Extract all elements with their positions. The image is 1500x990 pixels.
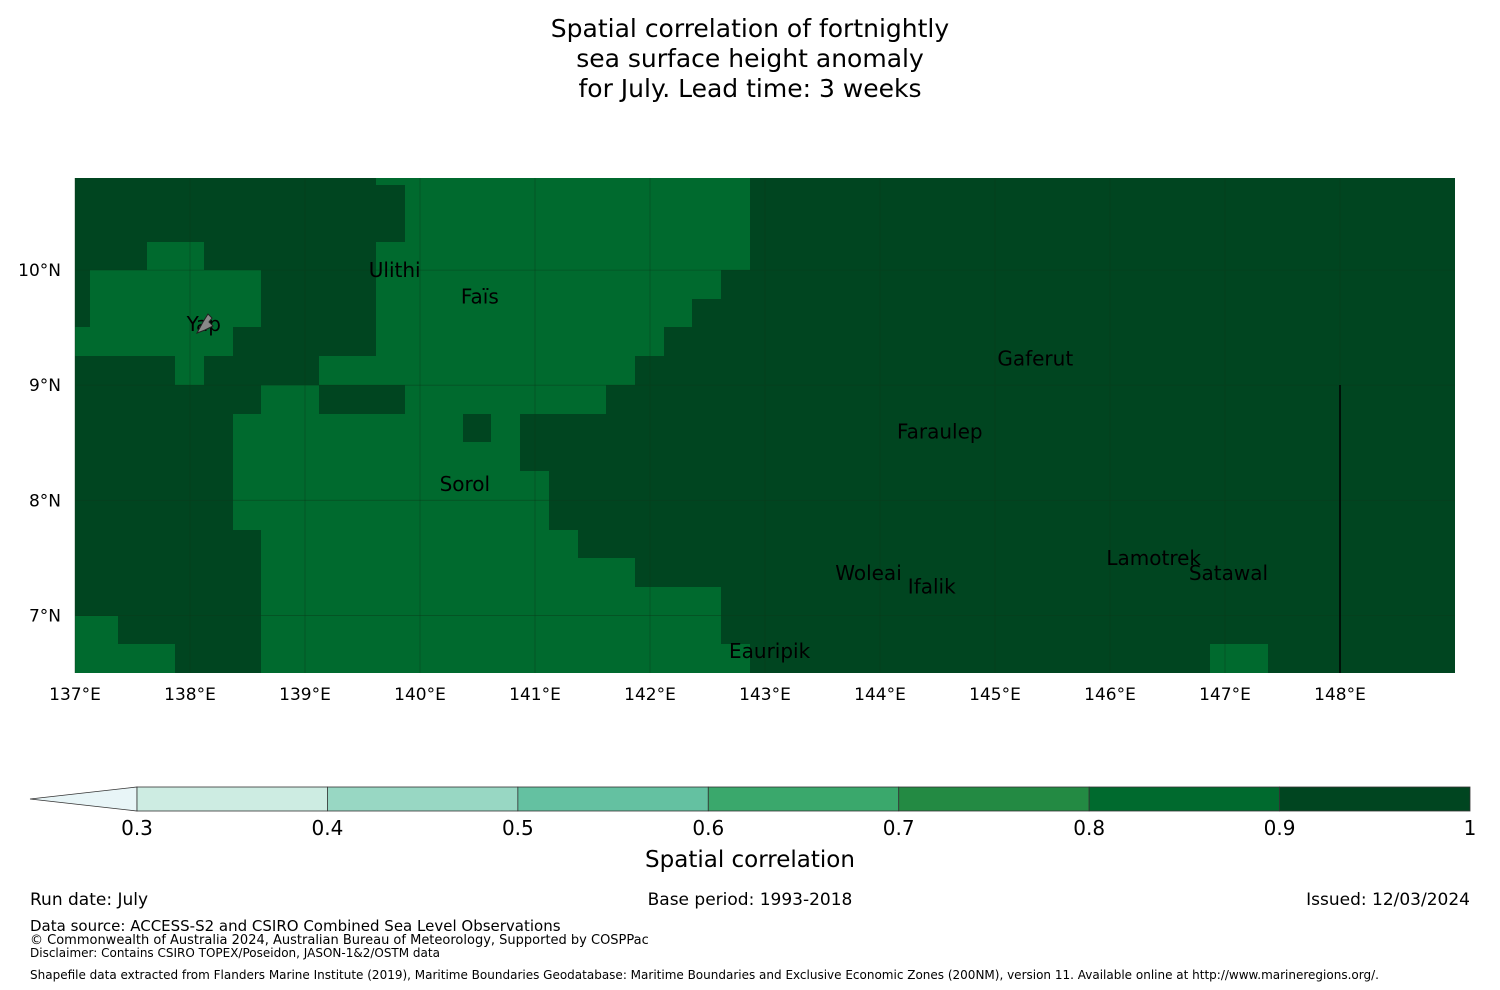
x-tick-label: 146°E bbox=[1084, 685, 1136, 705]
island-label-eauripik: Eauripik bbox=[729, 639, 811, 663]
correlation-cells bbox=[75, 178, 1268, 673]
island-labels: YapUlithiFaïsGaferutFaraulepSorolWoleaiI… bbox=[186, 258, 1268, 663]
island-label-ifalik: Ifalik bbox=[908, 575, 956, 599]
y-tick-label: 7°N bbox=[29, 606, 61, 626]
x-axis-ticks: 137°E 138°E 139°E 140°E 141°E 142°E 143°E 144°E… bbox=[49, 685, 1366, 705]
island-label-gaferut: Gaferut bbox=[997, 347, 1073, 371]
colorbar-segment bbox=[707, 786, 900, 812]
correlation-patch-a bbox=[319, 385, 405, 414]
shapefile-credit: Shapefile data extracted from Flanders M… bbox=[30, 968, 1379, 982]
title-line-3: for July. Lead time: 3 weeks bbox=[578, 74, 922, 103]
x-tick-label: 142°E bbox=[624, 685, 676, 705]
colorbar-tick-label: 0.8 bbox=[1073, 816, 1105, 840]
base-period: Base period: 1993-2018 bbox=[647, 890, 853, 910]
colorbar-tick-label: 0.5 bbox=[502, 816, 534, 840]
x-tick-label: 141°E bbox=[509, 685, 561, 705]
colorbar-tick-label: 1 bbox=[1464, 816, 1477, 840]
title-line-2: sea surface height anomaly bbox=[576, 44, 924, 73]
colorbar-label: Spatial correlation bbox=[645, 847, 855, 873]
yap-island-shape bbox=[195, 313, 214, 334]
correlation-region-central bbox=[233, 178, 750, 673]
colorbar-segment bbox=[898, 786, 1090, 812]
colorbar-segment bbox=[1279, 786, 1471, 812]
island-label-ulithi: Ulithi bbox=[369, 258, 421, 282]
x-tick-label: 137°E bbox=[49, 685, 101, 705]
island-label-woleai: Woleai bbox=[835, 561, 902, 585]
colorbar-segment bbox=[136, 786, 328, 812]
island-label-sorol: Sorol bbox=[440, 472, 491, 496]
correlation-region-southwest bbox=[75, 616, 175, 673]
island-label-lamotrek: Lamotrek bbox=[1106, 546, 1201, 570]
y-tick-label: 10°N bbox=[18, 261, 61, 281]
island-label-satawal: Satawal bbox=[1189, 561, 1268, 585]
issued-date: Issued: 12/03/2024 bbox=[1306, 890, 1470, 910]
x-tick-label: 143°E bbox=[739, 685, 791, 705]
colorbar-segment bbox=[327, 786, 519, 812]
y-tick-label: 8°N bbox=[29, 491, 61, 511]
colorbar-tick-label: 0.6 bbox=[692, 816, 724, 840]
x-tick-label: 140°E bbox=[394, 685, 446, 705]
x-tick-label: 148°E bbox=[1314, 685, 1366, 705]
correlation-region-west bbox=[75, 242, 261, 385]
x-tick-label: 145°E bbox=[969, 685, 1021, 705]
colorbar-tick-label: 0.4 bbox=[312, 816, 344, 840]
disclaimer: Disclaimer: Contains CSIRO TOPEX/Poseido… bbox=[30, 946, 440, 960]
data-source: Data source: ACCESS-S2 and CSIRO Combine… bbox=[30, 917, 561, 935]
x-tick-label: 139°E bbox=[279, 685, 331, 705]
x-tick-label: 147°E bbox=[1199, 685, 1251, 705]
x-tick-label: 138°E bbox=[164, 685, 216, 705]
colorbar-extend-arrow bbox=[29, 786, 138, 812]
x-tick-label: 144°E bbox=[854, 685, 906, 705]
colorbar-tick-label: 0.7 bbox=[883, 816, 915, 840]
colorbar-segment bbox=[517, 786, 709, 812]
title-line-1: Spatial correlation of fortnightly bbox=[550, 14, 950, 43]
run-date: Run date: July bbox=[30, 890, 149, 910]
colorbar: 0.3 0.4 0.5 0.6 0.7 0.8 0.9 1 bbox=[29, 786, 1477, 840]
colorbar-tick-label: 0.3 bbox=[121, 816, 153, 840]
y-tick-label: 9°N bbox=[29, 376, 61, 396]
colorbar-tick-label: 0.9 bbox=[1264, 816, 1296, 840]
correlation-patch-b bbox=[463, 414, 491, 442]
copyright: © Commonwealth of Australia 2024, Austra… bbox=[30, 933, 649, 948]
map-title: Spatial correlation of fortnightly sea s… bbox=[0, 14, 1500, 104]
island-label-faïs: Faïs bbox=[461, 285, 499, 309]
colorbar-segment bbox=[1088, 786, 1280, 812]
correlation-region-southeast bbox=[1210, 644, 1268, 673]
y-axis-ticks: 10°N 9°N 8°N 7°N bbox=[18, 261, 61, 626]
island-label-faraulep: Faraulep bbox=[897, 419, 983, 443]
correlation-map: YapUlithiFaïsGaferutFaraulepSorolWoleaiI… bbox=[74, 178, 1455, 673]
